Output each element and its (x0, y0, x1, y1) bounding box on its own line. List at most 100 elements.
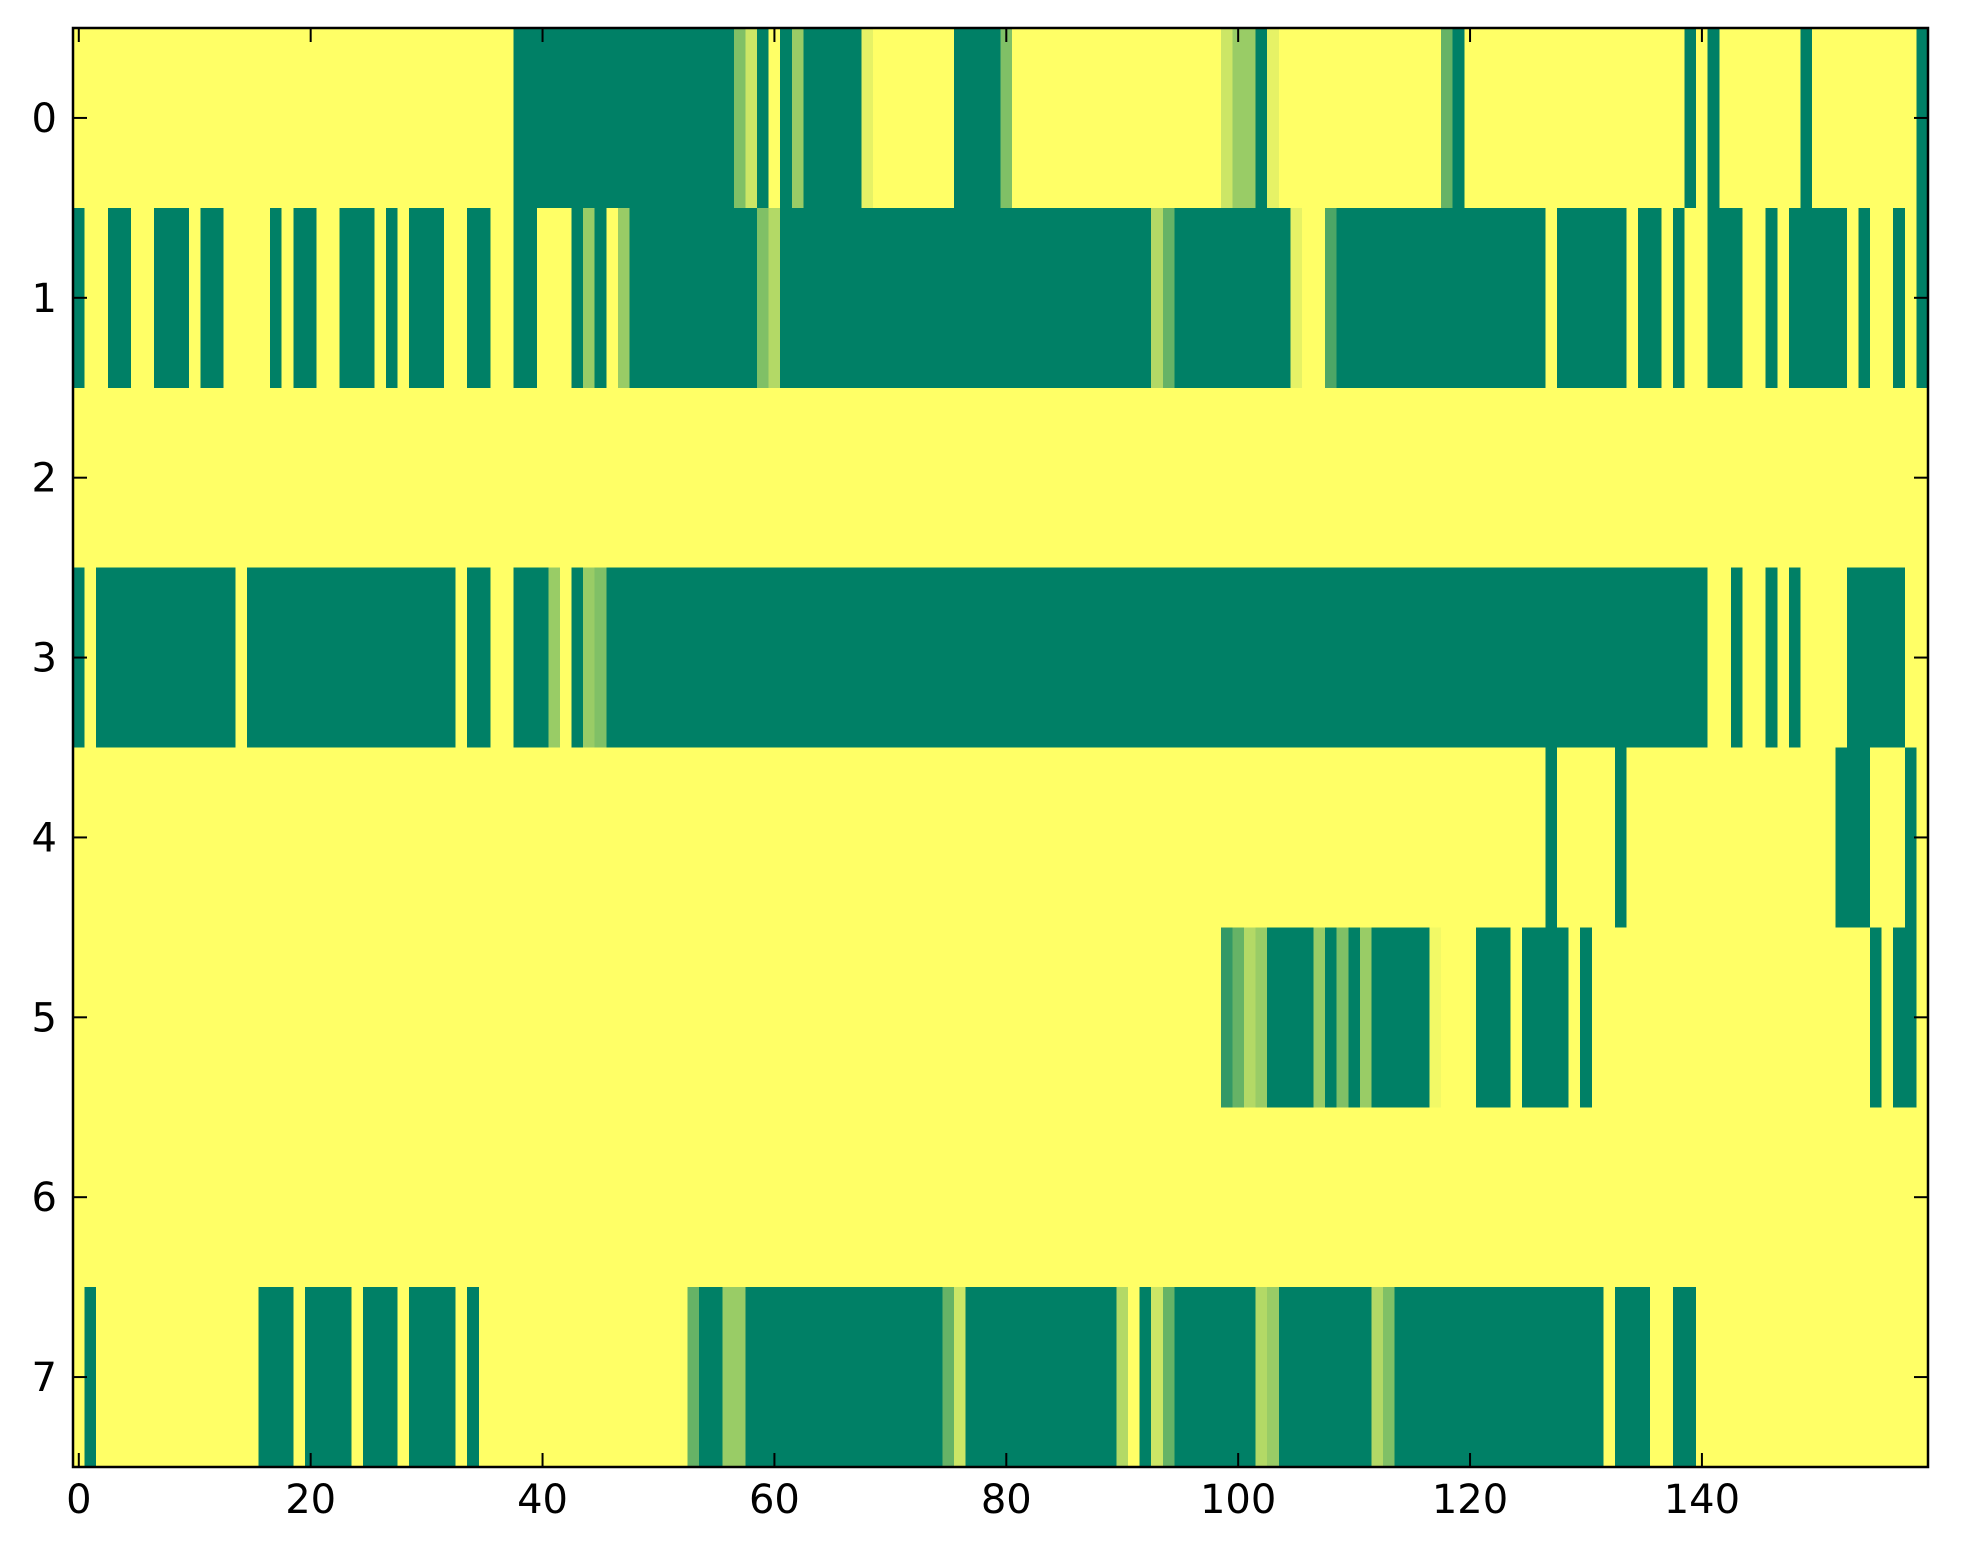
cell (815, 567, 828, 749)
cell (1696, 28, 1709, 209)
cell (1800, 567, 1813, 749)
cell (165, 28, 178, 209)
cell (1904, 567, 1918, 749)
cell (154, 1287, 167, 1468)
cell (1557, 927, 1570, 1108)
cell (339, 28, 352, 209)
cell (930, 1107, 944, 1288)
cell (1301, 1287, 1315, 1468)
cell (1545, 28, 1558, 209)
cell (1406, 387, 1419, 569)
cell (1000, 567, 1013, 749)
cell (583, 387, 596, 569)
cell (130, 207, 144, 389)
cell (1487, 927, 1500, 1108)
cell (478, 207, 491, 389)
cell (455, 1287, 468, 1468)
cell (988, 387, 1002, 569)
cell (780, 387, 793, 569)
cell (1626, 28, 1639, 209)
cell (559, 28, 573, 209)
cell (977, 1287, 990, 1468)
cell (107, 927, 120, 1108)
cell (884, 1287, 897, 1468)
cell (490, 1107, 503, 1288)
cell (1835, 567, 1848, 749)
cell (1788, 387, 1802, 569)
cell (1220, 747, 1233, 928)
cell (757, 207, 770, 389)
cell (1904, 28, 1918, 209)
cell (525, 207, 538, 389)
cell (1452, 207, 1465, 389)
cell (246, 747, 260, 928)
cell (1626, 1287, 1639, 1468)
cell (977, 927, 990, 1108)
cell (96, 28, 109, 209)
cell (1371, 927, 1384, 1108)
cell (1788, 747, 1802, 928)
cell (710, 207, 723, 389)
cell (444, 747, 457, 928)
cell (420, 927, 434, 1108)
cell (96, 1107, 109, 1288)
cell (1672, 207, 1686, 389)
cell (1197, 207, 1210, 389)
cell (96, 747, 109, 928)
cell (1278, 567, 1291, 749)
cell (270, 28, 283, 209)
cell (212, 927, 225, 1108)
cell (942, 387, 955, 569)
cell (664, 567, 677, 749)
cell (1348, 207, 1361, 389)
cell (1012, 747, 1025, 928)
cell (386, 28, 399, 209)
cell (1881, 567, 1894, 749)
cell (965, 747, 978, 928)
cell (617, 1287, 631, 1468)
cell (1881, 207, 1894, 389)
cell (1301, 207, 1315, 389)
cell (1209, 1287, 1222, 1468)
cell (1475, 28, 1489, 209)
cell (617, 387, 631, 569)
cell (675, 1287, 689, 1468)
cell (629, 567, 642, 749)
cell (1545, 567, 1558, 749)
cell (641, 1107, 654, 1288)
cell (1046, 28, 1060, 209)
cell (687, 747, 700, 928)
cell (444, 1107, 457, 1288)
cell (1591, 927, 1604, 1108)
cell (1754, 1107, 1767, 1288)
cell (1325, 747, 1338, 928)
cell (641, 1287, 654, 1468)
cell (1383, 1107, 1396, 1288)
cell (1383, 387, 1396, 569)
cell (339, 207, 352, 389)
cell (1661, 747, 1674, 928)
cell (1719, 1107, 1732, 1288)
cell (733, 387, 747, 569)
cell (1313, 927, 1326, 1108)
cell (1475, 1287, 1489, 1468)
cell (293, 387, 306, 569)
cell (559, 567, 573, 749)
cell (710, 1107, 723, 1288)
cell (1672, 1287, 1686, 1468)
cell (1533, 387, 1547, 569)
cell (884, 387, 897, 569)
cell (1359, 1107, 1373, 1288)
cell (525, 1287, 538, 1468)
cell (246, 567, 260, 749)
cell (768, 207, 781, 389)
cell (1661, 927, 1674, 1108)
cell (1116, 207, 1129, 389)
cell (1661, 1107, 1674, 1288)
cell (722, 747, 735, 928)
cell (942, 28, 955, 209)
cell (444, 567, 457, 749)
cell (617, 1107, 631, 1288)
cell (119, 747, 132, 928)
cell (571, 1107, 584, 1288)
